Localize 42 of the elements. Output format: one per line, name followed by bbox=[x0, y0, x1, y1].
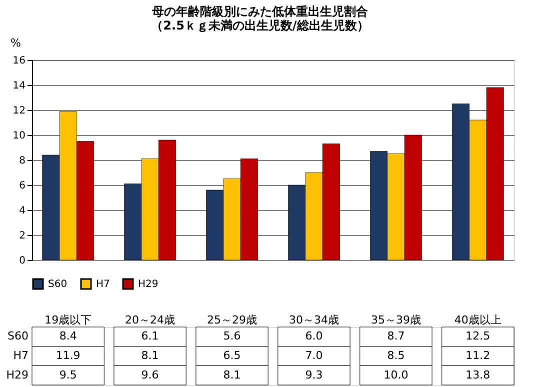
text: 母の年齢階級別にみた低体重出生児割合 bbox=[152, 4, 368, 18]
x-tick-label: 25～29歳 bbox=[207, 314, 258, 326]
y-tick-label: 16 bbox=[12, 56, 26, 66]
x-tick-label: 35～39歳 bbox=[370, 314, 421, 326]
y-tick-label: 10 bbox=[12, 130, 26, 142]
data-label: 6.1 bbox=[141, 330, 159, 343]
data-label: 9.3 bbox=[305, 368, 323, 382]
legend-label: S60 bbox=[48, 279, 68, 290]
x-tick-label: 40歳以上 bbox=[454, 314, 502, 326]
y-tick-label: 4 bbox=[19, 206, 26, 216]
data-label: 6.5 bbox=[223, 349, 241, 362]
data-label: 8.1 bbox=[141, 349, 159, 362]
x-tick-label: 20～24歳 bbox=[125, 314, 176, 326]
legend-label: H29 bbox=[138, 279, 158, 290]
y-tick-label: 14 bbox=[12, 80, 26, 92]
y-tick-label: 12 bbox=[12, 106, 26, 116]
y-tick-label: 0 bbox=[19, 256, 26, 266]
y-tick-label: 2 bbox=[19, 230, 26, 242]
text: H7 bbox=[13, 349, 28, 362]
data-label: 7.0 bbox=[305, 349, 323, 362]
y-axis-title: % bbox=[10, 36, 21, 50]
text: S60 bbox=[8, 330, 28, 343]
data-label: 10.0 bbox=[384, 368, 408, 382]
y-tick-label: 8 bbox=[19, 156, 26, 166]
data-label: 8.4 bbox=[59, 330, 77, 343]
data-label: 11.2 bbox=[466, 349, 490, 362]
y-tick-label: 6 bbox=[19, 180, 26, 192]
data-label: 5.6 bbox=[223, 330, 241, 343]
data-label: 9.6 bbox=[141, 368, 159, 382]
data-label: 9.5 bbox=[59, 368, 77, 382]
data-label: 8.1 bbox=[223, 368, 241, 382]
data-label: 8.5 bbox=[387, 349, 405, 362]
text: H29 bbox=[6, 368, 28, 382]
data-label: 11.9 bbox=[56, 349, 80, 362]
legend-label: H7 bbox=[96, 279, 110, 290]
data-label: 8.7 bbox=[387, 330, 405, 343]
x-tick-label: 19歳以下 bbox=[44, 314, 92, 326]
text: （2.5ｋｇ未満の出生児数/総出生児数） bbox=[151, 18, 369, 32]
data-label: 12.5 bbox=[466, 330, 490, 343]
x-tick-label: 30～34歳 bbox=[288, 314, 339, 326]
data-label: 13.8 bbox=[466, 368, 490, 382]
data-label: 6.0 bbox=[305, 330, 323, 343]
